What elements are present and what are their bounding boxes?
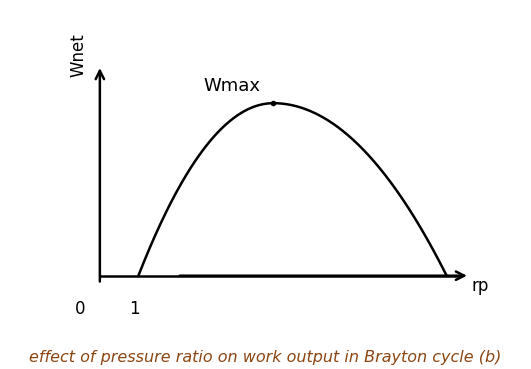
Text: 0: 0 (75, 300, 85, 318)
Text: rp: rp (472, 277, 489, 295)
Text: effect of pressure ratio on work output in Brayton cycle (b): effect of pressure ratio on work output … (29, 350, 502, 365)
Text: Wmax: Wmax (204, 77, 261, 95)
Text: 1: 1 (129, 300, 139, 318)
Text: Wnet: Wnet (70, 34, 88, 77)
